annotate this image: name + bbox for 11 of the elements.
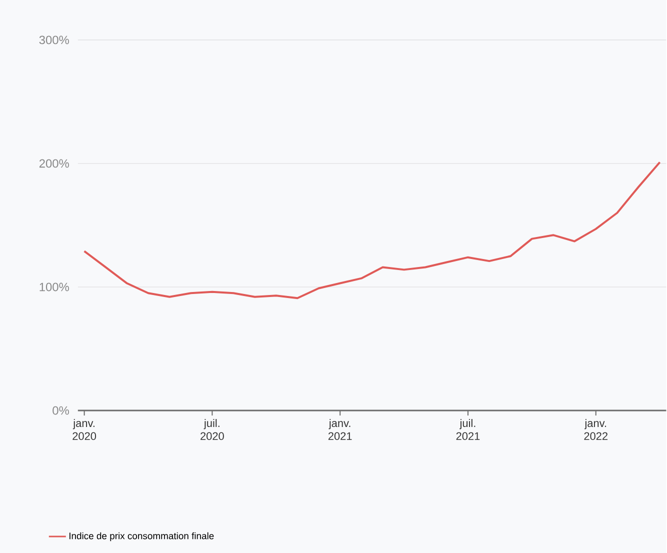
- x-tick-label: janv. 2020: [72, 418, 96, 440]
- line-series: [83, 161, 661, 299]
- x-tick-label: juil. 2020: [200, 418, 224, 440]
- y-tick-label: 0%: [52, 406, 69, 415]
- y-tick-label: 100%: [40, 282, 69, 292]
- x-tick-label: janv. 2021: [328, 418, 352, 440]
- y-tick-label: 200%: [39, 159, 69, 168]
- x-tick-label: juil. 2021: [456, 418, 480, 440]
- legend-label: Indice de prix consommation finale: [69, 532, 214, 541]
- y-tick-label: 300%: [39, 36, 69, 44]
- x-tick-label: janv. 2022: [584, 418, 608, 440]
